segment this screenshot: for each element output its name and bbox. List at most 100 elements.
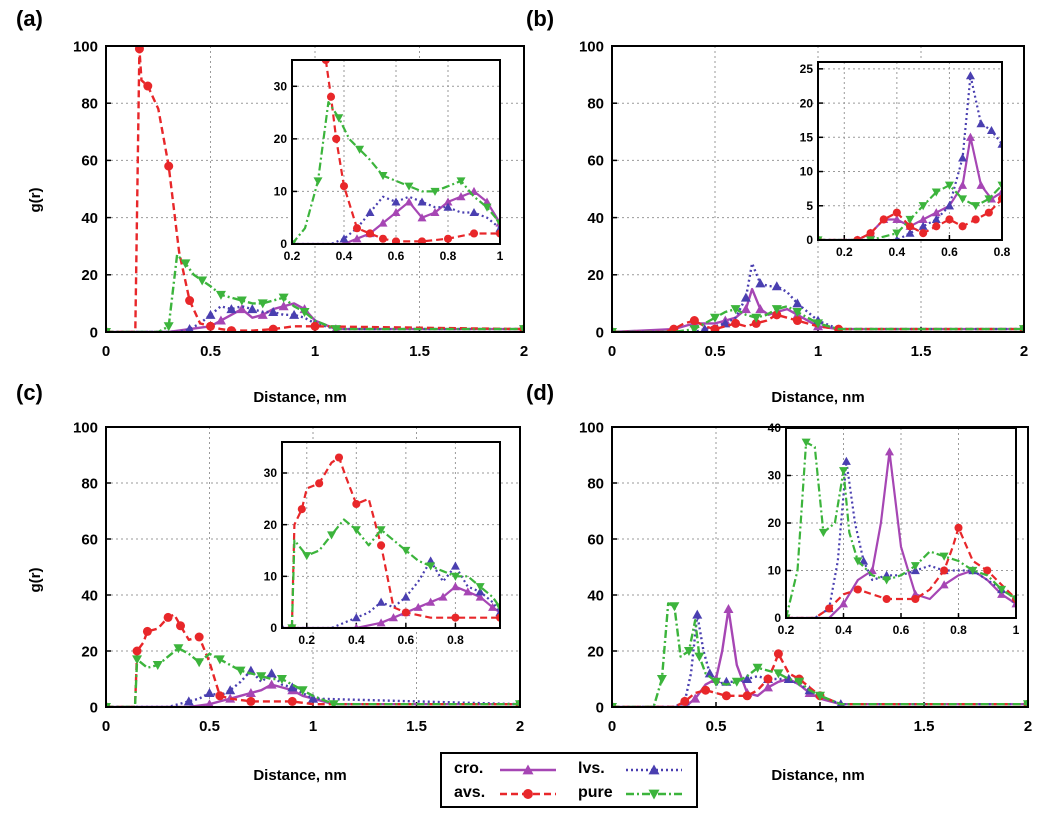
legend-symbol-avs — [500, 789, 556, 799]
panel-c-label: (c) — [16, 380, 43, 405]
legend-marker-avs — [523, 789, 533, 799]
panel-d-xlabel: Distance, nm — [771, 767, 864, 784]
panel-c-point-lvs — [308, 693, 318, 703]
panel-c-point-cro — [245, 688, 256, 697]
panel-b-point-pure — [751, 313, 762, 323]
panel-c-point-avs — [194, 632, 204, 642]
panel-b-point-avs — [689, 316, 699, 326]
panel-c-point-avs — [176, 621, 186, 631]
legend-marker-pure — [648, 789, 660, 800]
panel-c-inset-point-avs — [352, 499, 361, 509]
panel-c-xtick-label: 1 — [309, 718, 317, 735]
panel-b-inset-point-pure — [997, 181, 1002, 190]
panel-c-ytick-label: 80 — [81, 475, 98, 492]
panel-b-inset-point-avs — [984, 208, 993, 217]
panel-d-inset-point-avs — [954, 523, 963, 532]
panel-a-ylabel: g(r) — [27, 188, 44, 213]
panel-c-inset-ytick-label: 0 — [270, 621, 277, 635]
panel-a-inset-point-cro — [352, 234, 362, 243]
panel-a-inset-point-avs — [391, 237, 401, 244]
panel-d-series-group — [612, 602, 1028, 707]
panel-b-inset-xtick-label: 0.8 — [994, 245, 1011, 259]
panel-b-inset-point-avs — [971, 215, 980, 224]
panel-a-inset-series-group — [292, 60, 500, 244]
panel-d-point-pure — [794, 677, 805, 687]
panel-d-ytick-label: 100 — [579, 419, 604, 436]
panel-d-label: (d) — [526, 380, 554, 405]
panel-a-inset-point-lvs — [469, 207, 479, 217]
panel-c-inset-xtick-label: 0.2 — [298, 633, 315, 647]
panel-a-xtick-label: 0 — [102, 343, 110, 360]
panel-a-label: (a) — [16, 6, 43, 31]
panel-a-inset-xtick-label: 0.2 — [284, 249, 301, 263]
panel-a-inset-point-pure — [482, 203, 492, 212]
panel-d-point-pure — [1023, 700, 1028, 707]
panel-b-inset-frame — [817, 61, 1003, 241]
panel-c-inset-series-lvs — [282, 559, 500, 628]
panel-c-point-pure — [152, 661, 163, 670]
panel-c-inset-point-avs — [315, 479, 324, 488]
panel-a-point-lvs — [268, 306, 279, 316]
panel-c-inset-xtick-label: 0.4 — [348, 633, 365, 647]
panel-b-inset-background — [818, 62, 1002, 240]
panel-b-inset-point-lvs — [931, 214, 941, 224]
panel-b-inset-point-lvs — [918, 221, 928, 230]
panel-c-inset-point-pure — [302, 552, 312, 561]
panel-a-inset-series-avs — [324, 60, 500, 243]
legend-label-cro: cro. — [454, 760, 484, 777]
panel-d-inset-ytick-label: 10 — [768, 564, 782, 578]
panel-b-inset-point-pure — [905, 215, 915, 224]
panel-c-inset-point-avs — [401, 608, 410, 617]
panel-d-series-avs — [612, 652, 1028, 707]
panel-c-inset-xtick-label: 0.6 — [398, 633, 415, 647]
panel-c-point-lvs — [287, 682, 298, 692]
panel-d-ytick-label: 60 — [587, 531, 604, 548]
panel-c-point-pure — [297, 686, 308, 696]
panel-c-inset-point-pure — [401, 546, 411, 555]
panel-a-point-pure — [236, 296, 247, 306]
legend-symbol-pure — [626, 789, 682, 800]
panel-b-inset-point-lvs — [965, 71, 975, 80]
panel-b-series-avs — [612, 313, 1024, 332]
panel-a-inset-point-avs — [495, 229, 500, 238]
panel-a-point-cro — [236, 304, 247, 314]
panel-a-inset-point-cro — [430, 207, 440, 217]
panel-d-inset-point-pure — [1011, 595, 1016, 604]
panel-a-inset-point-cro — [482, 197, 492, 206]
panel-b-inset-point-pure — [984, 195, 994, 204]
panel-b-point-lvs — [771, 281, 782, 291]
panel-b-point-avs — [669, 324, 679, 332]
panel-c-point-pure — [132, 655, 143, 665]
panel-d-inset-point-avs — [940, 566, 949, 575]
panel-c-inset-point-cro — [413, 602, 423, 611]
panel-c-point-avs — [246, 696, 256, 706]
panel-b-inset-point-pure — [931, 188, 941, 197]
panel-a-inset-series-pure — [292, 100, 500, 244]
panel-b-inset-point-avs — [919, 229, 928, 238]
panel-d-point-avs — [680, 696, 690, 706]
panel-c-point-lvs — [266, 668, 277, 678]
panel-c-series-pure — [106, 647, 520, 707]
panel-b-point-pure — [813, 319, 823, 329]
panel-d-inset-point-avs — [882, 594, 891, 604]
panel-c-point-avs — [287, 696, 297, 706]
panel-c-inset-point-cro — [475, 592, 485, 601]
panel-b-point-pure — [792, 307, 803, 317]
panel-b-inset-point-cro — [997, 187, 1002, 196]
panel-a-xtick-label: 0.5 — [200, 343, 221, 360]
panel-d-point-pure — [773, 669, 784, 679]
panel-c-inset-xtick-label: 0.8 — [447, 633, 464, 647]
panel-d-inset-xtick-label: 1 — [1013, 623, 1020, 637]
panel-d-inset-point-cro — [939, 580, 949, 589]
panel-c-inset-point-avs — [495, 613, 500, 622]
panel-d-point-pure — [694, 652, 705, 662]
panel-c-inset-point-avs — [334, 453, 344, 462]
panel-a-inset-point-lvs — [339, 234, 349, 243]
panel-b-inset: 0.2 0.4 0.6 0.8 0 5 10 15 20 25 — [800, 61, 1011, 259]
panel-d-point-cro — [763, 682, 773, 692]
panel-d-ytick-label: 80 — [587, 475, 604, 492]
panel-d-inset-series-group — [786, 438, 1016, 618]
panel-d-inset-point-avs — [911, 594, 920, 604]
panel-c-inset-point-avs — [297, 505, 306, 514]
